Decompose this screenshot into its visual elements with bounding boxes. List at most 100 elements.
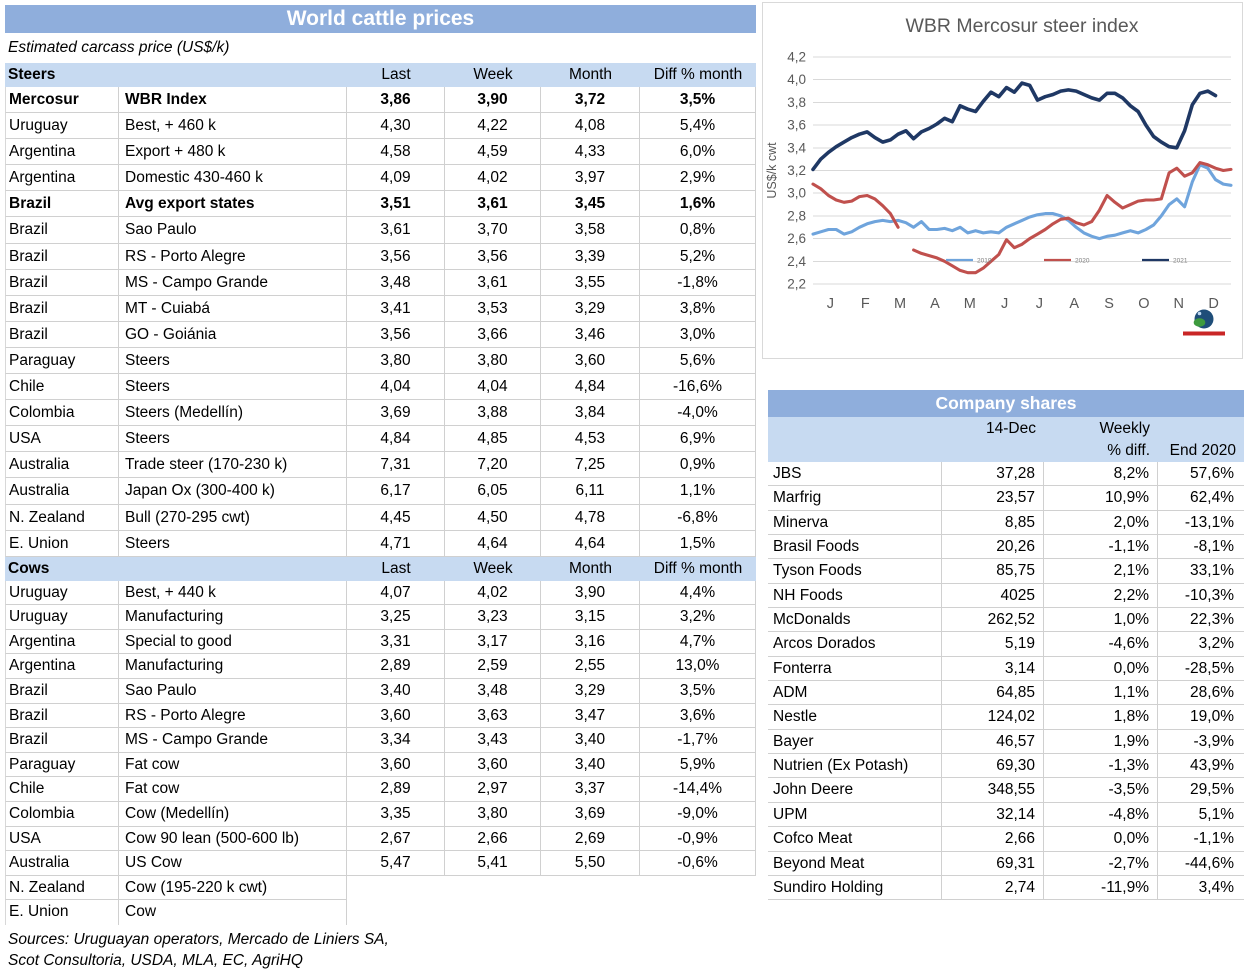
table-row: Argentina Manufacturing 2,89 2,59 2,55 13,0% <box>5 654 756 680</box>
cell-end-2020: 43,9% <box>1158 754 1244 779</box>
cell-price: 124,02 <box>942 705 1044 730</box>
header-blank <box>768 417 942 441</box>
cell-week: 4,22 <box>445 113 541 140</box>
header-weekly: Weekly <box>1099 420 1150 437</box>
cell-last <box>347 876 445 901</box>
cell-company-name: John Deere <box>768 778 942 803</box>
cell-week: 4,64 <box>445 530 541 557</box>
cell-company-name: Marfrig <box>768 486 942 511</box>
x-tick-label: M <box>964 296 976 312</box>
y-tick-label: 4,2 <box>787 50 806 65</box>
cell-week: 4,04 <box>445 374 541 401</box>
cell-diff: 3,6% <box>640 703 756 729</box>
cell-month: 4,84 <box>541 374 640 401</box>
cell-week <box>445 900 541 925</box>
company-table-body: JBS 37,28 8,2% 57,6% Marfrig 23,57 10,9% 62,4% M… <box>768 462 1244 901</box>
cell-item: Fat cow <box>119 752 347 778</box>
cell-week <box>445 876 541 901</box>
cell-item: Sao Paulo <box>119 217 347 244</box>
cell-month: 3,72 <box>541 87 640 114</box>
company-row: McDonalds 262,52 1,0% 22,3% <box>768 608 1244 633</box>
company-row: Marfrig 23,57 10,9% 62,4% <box>768 486 1244 511</box>
cell-diff: 4,4% <box>640 580 756 606</box>
cell-diff: -4,0% <box>640 400 756 427</box>
cell-item: Bull (270-295 cwt) <box>119 504 347 531</box>
cell-item: Domestic 430-460 k <box>119 165 347 192</box>
cell-last: 2,67 <box>347 826 445 852</box>
cell-week: 6,05 <box>445 478 541 505</box>
logo-globe-land <box>1193 318 1206 327</box>
cell-country: Argentina <box>5 629 119 655</box>
cell-diff: 3,8% <box>640 295 756 322</box>
table-row: Argentina Special to good 3,31 3,17 3,16 4,7% <box>5 629 756 655</box>
cell-company-name: Beyond Meat <box>768 851 942 876</box>
cell-item: Steers <box>119 426 347 453</box>
cell-company-name: Sundiro Holding <box>768 875 942 901</box>
cell-price: 3,14 <box>942 656 1044 682</box>
cell-country: Brazil <box>5 728 119 753</box>
company-row: Beyond Meat 69,31 -2,7% -44,6% <box>768 851 1244 876</box>
table-row: Australia Japan Ox (300-400 k) 6,17 6,05 6,1… <box>5 478 756 505</box>
cell-price: 2,66 <box>942 827 1044 852</box>
cell-price: 2,74 <box>942 875 1044 901</box>
cell-country: Australia <box>5 851 119 876</box>
cell-last: 7,31 <box>347 452 445 479</box>
cell-item: WBR Index <box>119 87 347 114</box>
cell-last: 3,35 <box>347 802 445 827</box>
cell-country: Chile <box>5 777 119 803</box>
company-shares-table: Company shares 14-Dec Weekly % diff. End… <box>768 390 1244 901</box>
cell-month: 3,90 <box>541 580 640 606</box>
cell-end-2020: 3,4% <box>1158 876 1244 901</box>
cell-price: 69,30 <box>942 754 1044 779</box>
cell-weekly-diff: 2,2% <box>1044 583 1158 609</box>
cell-end-2020: 28,6% <box>1158 681 1244 706</box>
cell-weekly-diff: 1,9% <box>1044 729 1158 755</box>
cell-price: 8,85 <box>942 510 1044 536</box>
cell-diff: -0,9% <box>640 826 756 852</box>
table-row: Colombia Cow (Medellín) 3,35 3,80 3,69 -9,0% <box>5 802 756 827</box>
cell-last: 3,48 <box>347 269 445 296</box>
x-tick-label: J <box>1001 296 1008 312</box>
cell-weekly-diff: -11,9% <box>1044 875 1158 901</box>
cell-diff: 5,4% <box>640 113 756 140</box>
cell-diff: 13,0% <box>640 654 756 680</box>
cell-week: 3,17 <box>445 629 541 655</box>
table-row: USA Steers 4,84 4,85 4,53 6,9% <box>5 426 756 453</box>
cell-diff: 1,6% <box>640 191 756 218</box>
cell-end-2020: -10,3% <box>1158 584 1244 609</box>
cell-item: Japan Ox (300-400 k) <box>119 478 347 505</box>
cell-country: Uruguay <box>5 113 119 140</box>
table-row: Brazil MT - Cuiabá 3,41 3,53 3,29 3,8% <box>5 295 756 322</box>
logo-globe-highlight <box>1197 311 1202 316</box>
cell-item: Best, + 460 k <box>119 113 347 140</box>
cell-item: Steers <box>119 530 347 557</box>
cell-country: Chile <box>5 374 119 401</box>
line-chart: WBR Mercosur steer index 4,2 4,0 3,8 3,6 3,4 3… <box>765 15 1233 336</box>
cell-last: 3,34 <box>347 728 445 753</box>
cell-week: 3,43 <box>445 728 541 753</box>
cell-last: 3,60 <box>347 703 445 729</box>
cell-item: MS - Campo Grande <box>119 269 347 296</box>
cell-end-2020: -8,1% <box>1158 535 1244 560</box>
y-tick-label: 4,0 <box>787 72 806 87</box>
cell-week: 3,23 <box>445 605 541 630</box>
cell-last: 2,89 <box>347 654 445 680</box>
cattle-table-subtitle: Estimated carcass price (US$/k) <box>8 39 230 56</box>
table-row: Argentina Domestic 430-460 k 4,09 4,02 3,97 2… <box>5 165 756 192</box>
cell-last: 4,07 <box>347 580 445 606</box>
table-row: N. Zealand Cow (195-220 k cwt) <box>5 875 756 901</box>
cell-week: 3,80 <box>445 347 541 375</box>
column-header-diff-month: Diff % month <box>653 66 743 83</box>
cell-company-name: Fonterra <box>768 656 942 682</box>
x-tick-label: A <box>1069 296 1079 312</box>
cell-weekly-diff: -2,7% <box>1044 851 1158 876</box>
cell-month: 3,97 <box>541 165 640 192</box>
cell-item: Special to good <box>119 629 347 655</box>
cell-week: 3,61 <box>445 269 541 296</box>
cell-week: 4,02 <box>445 580 541 606</box>
cell-week: 3,61 <box>445 191 541 218</box>
cell-country: Paraguay <box>5 752 119 778</box>
x-tick-label: S <box>1104 296 1114 312</box>
cell-week: 5,41 <box>445 851 541 876</box>
